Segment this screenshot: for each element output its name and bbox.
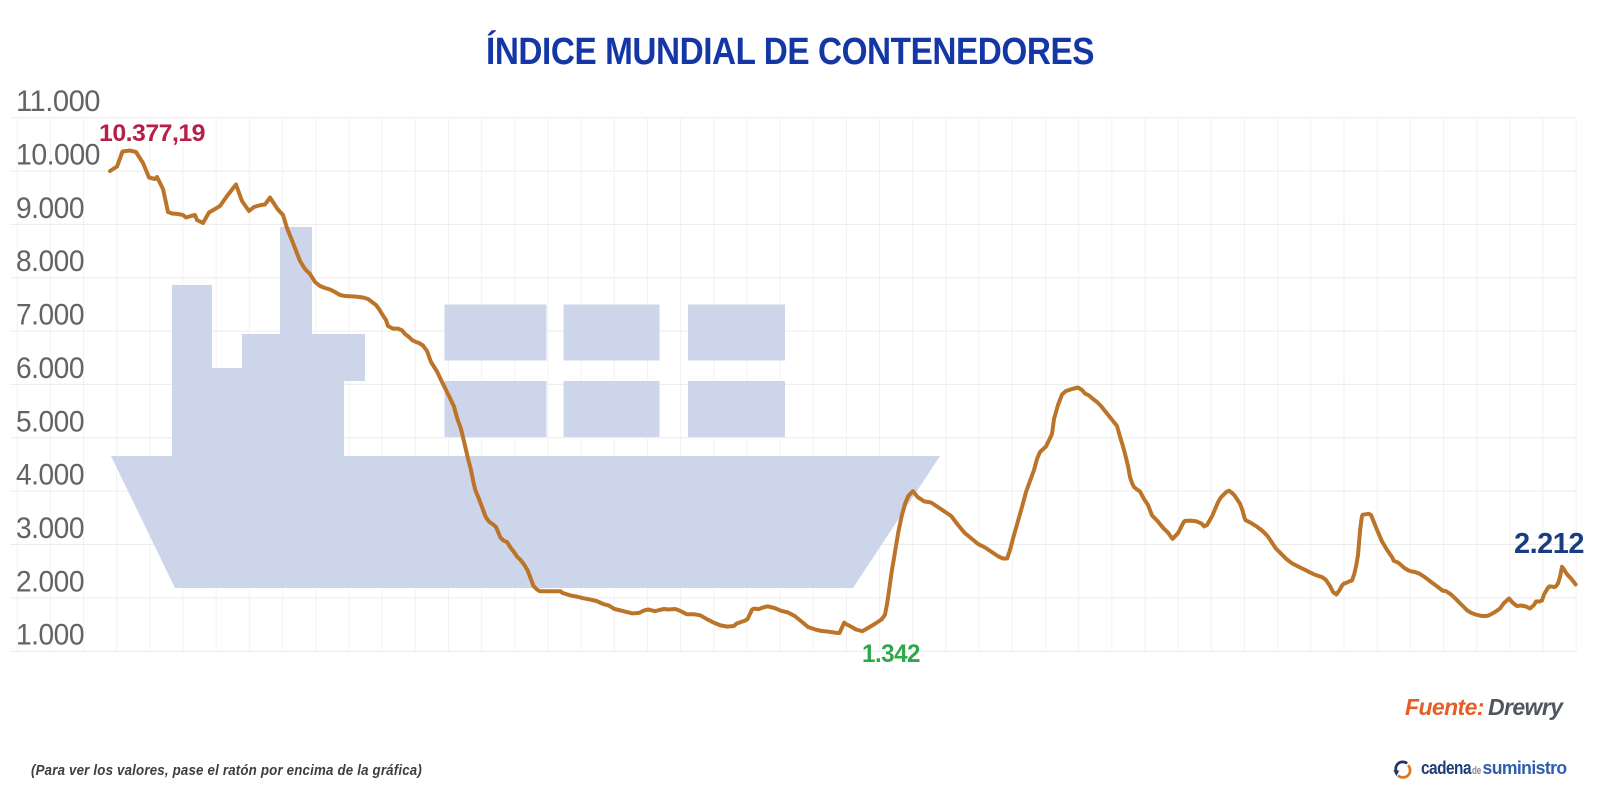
svg-text:cadena: cadena [1421, 758, 1472, 778]
svg-text:suministro: suministro [1483, 758, 1568, 778]
svg-text:10.000: 10.000 [16, 139, 100, 172]
svg-text:Drewry: Drewry [1488, 694, 1564, 720]
svg-text:8.000: 8.000 [16, 245, 84, 278]
svg-text:de: de [1472, 765, 1481, 777]
svg-text:1.000: 1.000 [16, 619, 84, 652]
svg-text:9.000: 9.000 [16, 192, 84, 225]
svg-text:5.000: 5.000 [16, 405, 84, 438]
svg-text:3.000: 3.000 [16, 512, 84, 545]
svg-text:7.000: 7.000 [16, 299, 84, 332]
svg-text:Fuente:: Fuente: [1405, 694, 1484, 720]
svg-text:2.000: 2.000 [16, 565, 84, 598]
svg-text:4.000: 4.000 [16, 459, 84, 492]
svg-text:11.000: 11.000 [16, 85, 100, 118]
svg-text:1.342: 1.342 [862, 640, 920, 668]
svg-text:2.212: 2.212 [1514, 528, 1584, 560]
svg-text:10.377,19: 10.377,19 [99, 120, 205, 147]
svg-text:(Para ver los valores, pase el: (Para ver los valores, pase el ratón por… [31, 763, 422, 779]
svg-text:ÍNDICE MUNDIAL DE CONTENEDORES: ÍNDICE MUNDIAL DE CONTENEDORES [486, 29, 1094, 73]
svg-text:6.000: 6.000 [16, 352, 84, 385]
